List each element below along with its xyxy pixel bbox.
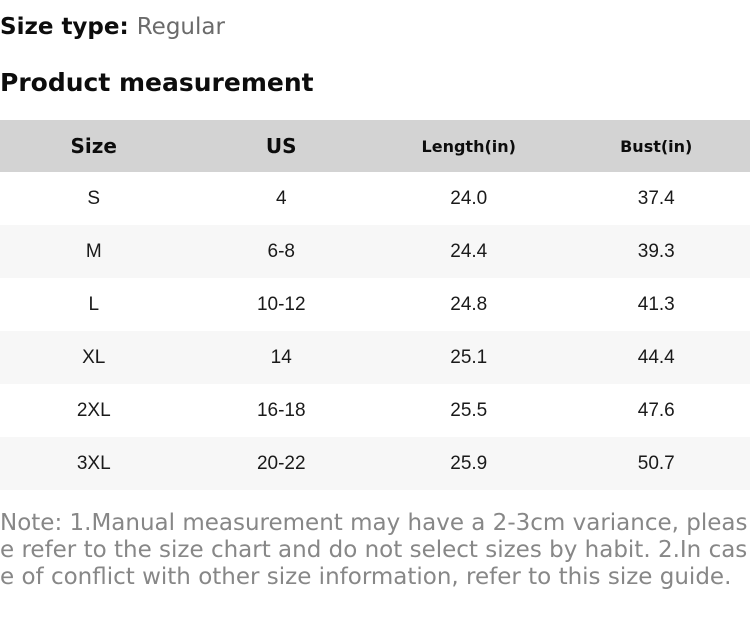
table-row-3xl: 3XL 20-22 25.9 50.7	[0, 437, 750, 490]
bust-cell: 39.3	[637, 240, 675, 262]
length-cell: 24.4	[450, 240, 488, 262]
us-cell: 4	[275, 187, 287, 209]
length-cell: 25.9	[450, 452, 488, 474]
size-type-row: Size type: Regular	[0, 0, 750, 42]
size-cell: S	[87, 187, 101, 209]
header-bust: Bust(in)	[620, 136, 693, 156]
size-table: Size US Length(in) Bust(in) S 4 24.0 37.…	[0, 120, 750, 490]
table-row-xl: XL 14 25.1 44.4	[0, 331, 750, 384]
table-header-row: Size US Length(in) Bust(in)	[0, 120, 750, 172]
bust-cell: 37.4	[637, 187, 675, 209]
header-us: US	[265, 134, 297, 158]
length-cell: 24.8	[450, 293, 488, 315]
size-cell: 2XL	[76, 399, 111, 421]
header-size: Size	[70, 134, 117, 158]
table-row-s: S 4 24.0 37.4	[0, 172, 750, 225]
bust-cell: 50.7	[637, 452, 675, 474]
product-measurement-title: Product measurement	[0, 68, 314, 97]
table-row-m: M 6-8 24.4 39.3	[0, 225, 750, 278]
length-cell: 25.1	[450, 346, 488, 368]
bust-cell: 44.4	[637, 346, 675, 368]
us-cell: 14	[270, 346, 292, 368]
table-row-l: L 10-12 24.8 41.3	[0, 278, 750, 331]
size-cell: XL	[82, 346, 106, 368]
us-cell: 16-18	[256, 399, 306, 421]
length-cell: 25.5	[450, 399, 488, 421]
bust-cell: 41.3	[637, 293, 675, 315]
size-cell: M	[85, 240, 102, 262]
size-cell: 3XL	[76, 452, 111, 474]
bust-cell: 47.6	[637, 399, 675, 421]
size-type-label: Size type:	[0, 14, 129, 40]
table-row-2xl: 2XL 16-18 25.5 47.6	[0, 384, 750, 437]
header-length: Length(in)	[421, 136, 516, 156]
us-cell: 6-8	[267, 240, 295, 262]
length-cell: 24.0	[450, 187, 488, 209]
us-cell: 20-22	[256, 452, 306, 474]
us-cell: 10-12	[256, 293, 306, 315]
measurement-note: Note: 1.Manual measurement may have a 2-…	[0, 510, 748, 590]
size-type-value: Regular	[136, 14, 225, 40]
size-cell: L	[88, 293, 100, 315]
